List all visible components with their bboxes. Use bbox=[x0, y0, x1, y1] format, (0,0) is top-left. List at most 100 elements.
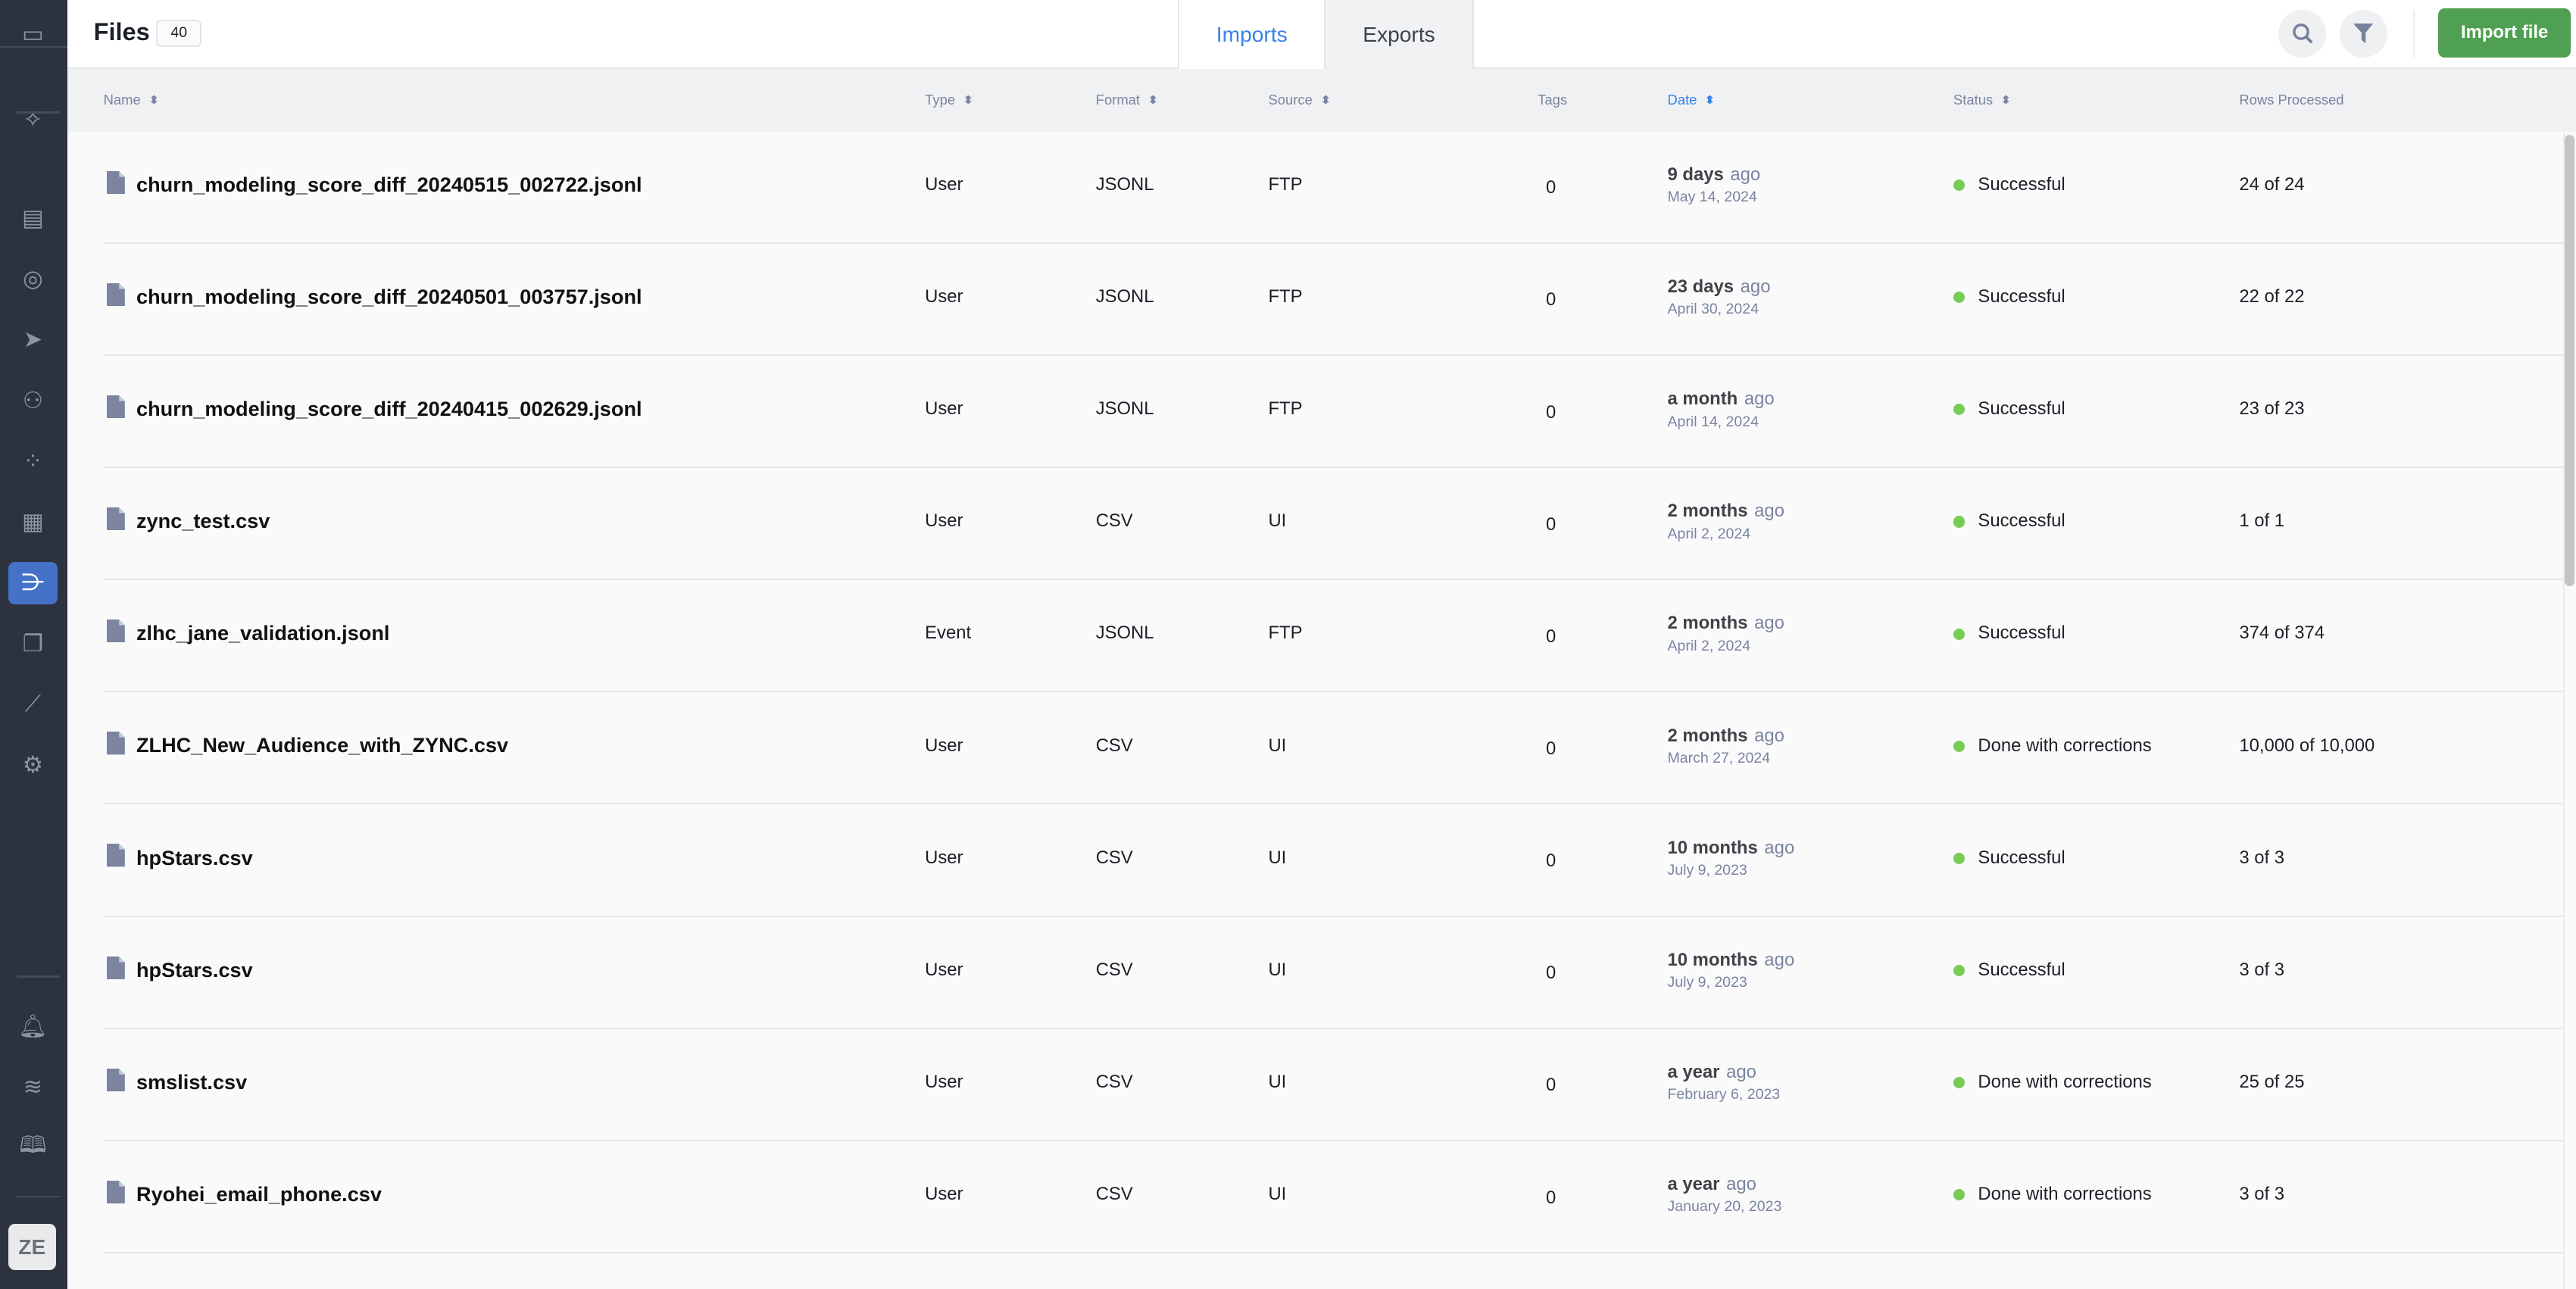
expand-sidebar-icon[interactable]: ▭ bbox=[22, 22, 44, 48]
rows-processed-cell: 24 of 24 bbox=[2239, 173, 2305, 195]
file-icon bbox=[106, 395, 125, 419]
file-name[interactable]: ZLHC_New_Audience_with_ZYNC.csv bbox=[136, 733, 509, 757]
format-cell: JSONL bbox=[1095, 286, 1154, 307]
tags-cell: 0 bbox=[1546, 177, 1557, 198]
status-text: Successful bbox=[1978, 173, 2065, 195]
gear-icon[interactable]: ⚙ bbox=[22, 753, 43, 779]
ago-label: ago bbox=[1754, 725, 1784, 746]
table-row[interactable]: smslist.csv User CSV UI 0 a year ago Febr… bbox=[103, 1029, 2563, 1141]
status-dot-icon bbox=[1953, 740, 1966, 752]
file-name[interactable]: hpStars.csv bbox=[136, 957, 253, 982]
table-row[interactable]: zync_test.csv User CSV UI 0 2 months ago … bbox=[103, 468, 2563, 581]
file-name[interactable]: hpStars.csv bbox=[136, 845, 253, 869]
date-cell: 10 months ago July 9, 2023 bbox=[1668, 950, 1795, 991]
status-cell: Successful bbox=[1953, 286, 2065, 307]
status-cell: Successful bbox=[1953, 960, 2065, 981]
sparkles-icon[interactable]: ✧ bbox=[23, 107, 43, 133]
tags-cell: 0 bbox=[1546, 1075, 1557, 1096]
rows-processed-cell: 3 of 3 bbox=[2239, 1184, 2284, 1205]
sort-icon: ⬍ bbox=[1146, 93, 1160, 107]
ago-label: ago bbox=[1764, 837, 1795, 858]
tags-cell: 0 bbox=[1546, 850, 1557, 872]
table-row[interactable]: churn_modeling_score_diff_20240501_00375… bbox=[103, 244, 2563, 356]
file-name[interactable]: Ryohei_email_phone.csv bbox=[136, 1182, 382, 1206]
type-cell: User bbox=[925, 847, 963, 868]
file-name[interactable]: zync_test.csv bbox=[136, 509, 270, 533]
avatar[interactable]: ZE bbox=[8, 1223, 56, 1270]
date-cell: a year ago February 6, 2023 bbox=[1668, 1062, 1781, 1103]
file-name[interactable]: churn_modeling_score_diff_20240415_00262… bbox=[136, 397, 642, 421]
absolute-date: April 30, 2024 bbox=[1667, 301, 1759, 318]
status-cell: Successful bbox=[1953, 510, 2065, 532]
calendar-icon[interactable]: ▦ bbox=[22, 510, 44, 535]
bell-icon[interactable]: 🔔︎ bbox=[18, 1014, 48, 1040]
tab-imports[interactable]: Imports bbox=[1178, 0, 1326, 70]
filter-button[interactable] bbox=[2339, 10, 2387, 58]
column-header-status[interactable]: Status ⬍ bbox=[1953, 92, 2012, 108]
column-label: Tags bbox=[1538, 92, 1568, 108]
date-cell: 2 months ago April 2, 2024 bbox=[1668, 613, 1784, 654]
segments-icon[interactable]: ⁘ bbox=[23, 448, 43, 474]
status-text: Done with corrections bbox=[1978, 735, 2152, 756]
column-header-format[interactable]: Format ⬍ bbox=[1096, 92, 1160, 108]
table-row[interactable]: hpStars.csv User CSV UI 0 10 months ago J… bbox=[103, 804, 2563, 917]
layers-icon[interactable]: ❐ bbox=[22, 631, 43, 657]
send-icon[interactable]: ➤ bbox=[23, 327, 43, 353]
book-icon[interactable]: 🕮 bbox=[19, 1132, 47, 1158]
file-name[interactable]: smslist.csv bbox=[136, 1069, 248, 1094]
column-header-rows-processed: Rows Processed bbox=[2239, 92, 2343, 108]
tags-cell: 0 bbox=[1546, 1187, 1557, 1208]
hierarchy-icon[interactable]: ⚇ bbox=[22, 388, 43, 414]
divider bbox=[16, 975, 60, 978]
format-cell: CSV bbox=[1095, 959, 1133, 980]
table-row[interactable]: churn_modeling_score_diff_20240415_00262… bbox=[103, 356, 2563, 468]
status-dot-icon bbox=[1953, 516, 1966, 528]
divider bbox=[0, 45, 67, 48]
status-text: Successful bbox=[1978, 959, 2065, 980]
divider bbox=[16, 1196, 60, 1198]
pipeline-icon[interactable]: ⋺ bbox=[8, 561, 58, 605]
rows-processed-cell: 3 of 3 bbox=[2239, 959, 2284, 980]
format-cell: CSV bbox=[1095, 735, 1133, 756]
search-button[interactable] bbox=[2278, 10, 2327, 58]
relative-date: 9 days bbox=[1667, 164, 1724, 185]
relative-date: 2 months bbox=[1667, 613, 1748, 634]
file-name[interactable]: churn_modeling_score_diff_20240501_00375… bbox=[136, 284, 642, 308]
file-icon bbox=[106, 844, 125, 867]
search-icon bbox=[2292, 23, 2313, 44]
file-name[interactable]: churn_modeling_score_diff_20240515_00272… bbox=[136, 172, 642, 196]
type-cell: User bbox=[925, 173, 963, 195]
table-row[interactable]: ZLHC_New_Audience_with_ZYNC.csv User CSV… bbox=[103, 692, 2563, 805]
absolute-date: July 9, 2023 bbox=[1667, 862, 1747, 879]
analytics-icon[interactable]: ⟋ bbox=[24, 691, 41, 716]
target-icon[interactable]: ◎ bbox=[23, 267, 43, 292]
signal-icon[interactable]: ≋ bbox=[23, 1075, 43, 1100]
file-name[interactable]: zlhc_jane_validation.jsonl bbox=[136, 621, 390, 645]
date-cell: 9 days ago May 14, 2024 bbox=[1668, 164, 1761, 206]
table-row[interactable]: hpStars.csv User CSV UI 0 10 months ago J… bbox=[103, 917, 2563, 1029]
sort-icon: ⬍ bbox=[962, 93, 975, 107]
table-row[interactable]: Ryohei_email_phone.csv User CSV UI 0 a y… bbox=[103, 1141, 2563, 1253]
date-cell: 23 days ago April 30, 2024 bbox=[1668, 276, 1771, 318]
source-cell: FTP bbox=[1268, 286, 1303, 307]
absolute-date: May 14, 2024 bbox=[1667, 189, 1757, 206]
column-header-name[interactable]: Name ⬍ bbox=[104, 92, 161, 108]
ago-label: ago bbox=[1764, 949, 1795, 970]
column-header-type[interactable]: Type ⬍ bbox=[925, 92, 975, 108]
scrollbar-thumb[interactable] bbox=[2564, 134, 2574, 587]
date-cell: 2 months ago April 2, 2024 bbox=[1668, 501, 1784, 542]
column-header-source[interactable]: Source ⬍ bbox=[1268, 92, 1332, 108]
import-file-button[interactable]: Import file bbox=[2437, 8, 2571, 58]
absolute-date: March 27, 2024 bbox=[1667, 749, 1771, 766]
tab-exports[interactable]: Exports bbox=[1325, 0, 1474, 70]
type-cell: User bbox=[925, 286, 963, 307]
status-cell: Done with corrections bbox=[1953, 1072, 2152, 1093]
status-cell: Successful bbox=[1953, 623, 2065, 644]
table-row[interactable]: zlhc_jane_validation.jsonl Event JSONL F… bbox=[103, 580, 2563, 693]
table-row[interactable]: churn_modeling_score_diff_20240515_00272… bbox=[103, 132, 2563, 244]
ago-label: ago bbox=[1740, 276, 1771, 298]
dashboard-icon[interactable]: ▤ bbox=[22, 205, 44, 231]
ago-label: ago bbox=[1754, 613, 1784, 634]
column-header-date[interactable]: Date ⬍ bbox=[1668, 92, 1716, 108]
